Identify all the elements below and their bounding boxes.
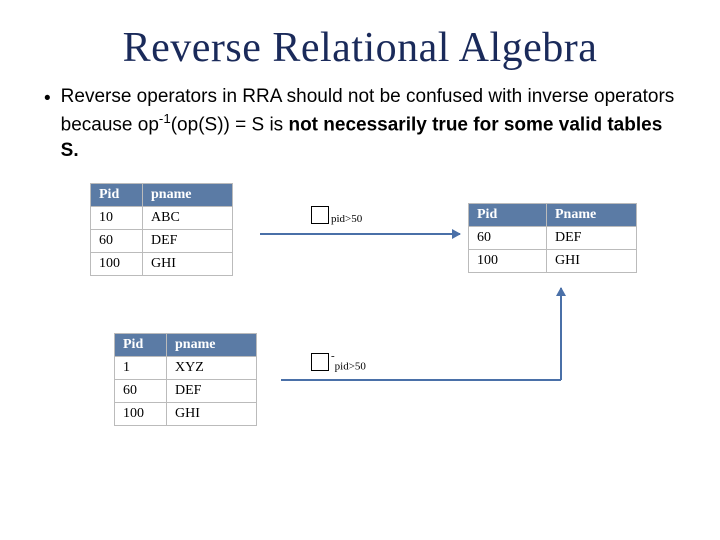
table-result: PidPname 60DEF 100GHI: [468, 203, 637, 273]
table-row: 60DEF: [115, 380, 257, 403]
table-source-1: Pidpname 10ABC 60DEF 100GHI: [90, 183, 233, 276]
operator-reverse-selection: -pid>50: [311, 350, 366, 373]
arrow-2-v: [560, 288, 562, 380]
table-row: PidPname: [469, 204, 637, 227]
sigma-icon: [311, 353, 329, 371]
table-row: 60DEF: [91, 230, 233, 253]
sigma-icon: [311, 206, 329, 224]
table-row: 100GHI: [91, 253, 233, 276]
bullet-marker: •: [44, 86, 51, 112]
content-area: Pidpname 10ABC 60DEF 100GHI Pidpname 1XY…: [36, 183, 684, 523]
bullet-point: • Reverse operators in RRA should not be…: [36, 84, 684, 163]
table-row: 60DEF: [469, 227, 637, 250]
table-row: 1XYZ: [115, 357, 257, 380]
table-row: Pidpname: [91, 184, 233, 207]
bullet-text: Reverse operators in RRA should not be c…: [61, 84, 676, 163]
arrow-1: [260, 233, 460, 235]
table-row: 100GHI: [115, 403, 257, 426]
slide-title: Reverse Relational Algebra: [36, 24, 684, 72]
table-row: 100GHI: [469, 250, 637, 273]
table-row: Pidpname: [115, 334, 257, 357]
table-row: 10ABC: [91, 207, 233, 230]
operator-selection: pid>50: [311, 205, 362, 225]
table-source-2: Pidpname 1XYZ 60DEF 100GHI: [114, 333, 257, 426]
arrow-2-h: [281, 379, 561, 381]
